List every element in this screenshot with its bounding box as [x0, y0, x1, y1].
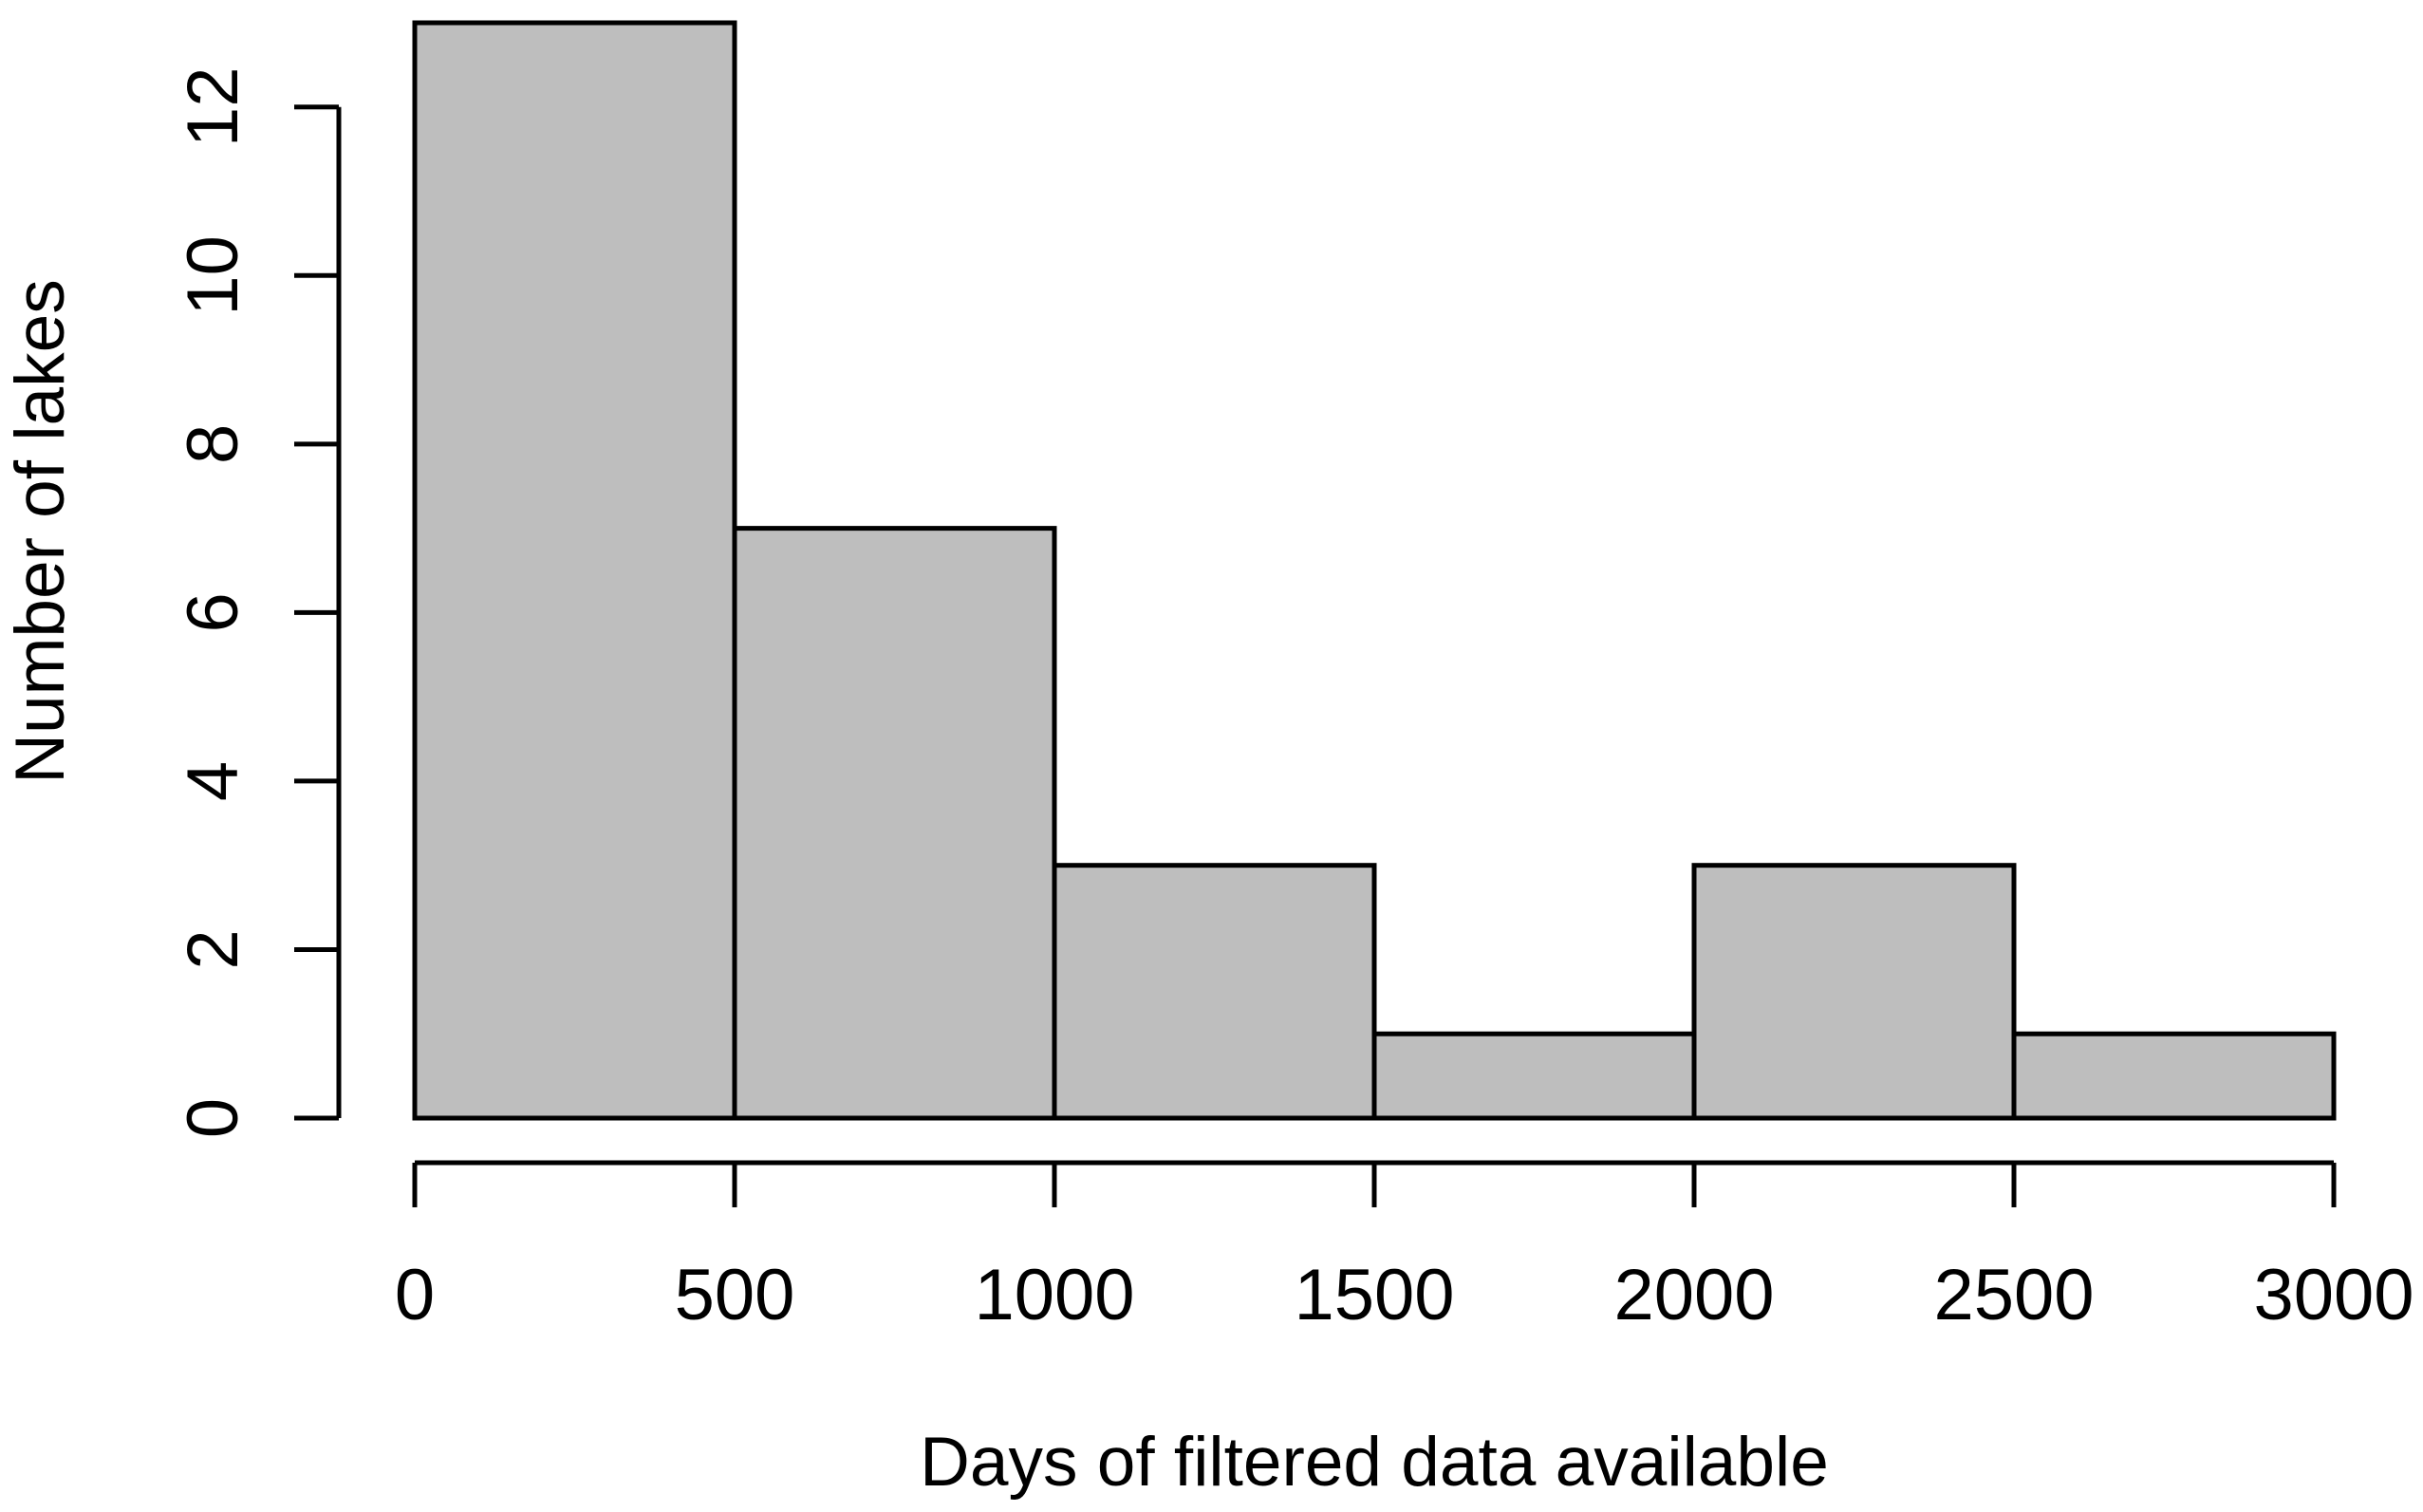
- x-tick-label: 3000: [2253, 1255, 2414, 1335]
- y-tick-label: 4: [173, 761, 253, 801]
- histogram-bar: [2011, 1031, 2337, 1121]
- y-tick-label: 10: [173, 235, 253, 316]
- y-tick-label: 6: [173, 592, 253, 632]
- y-tick-label: 0: [173, 1098, 253, 1138]
- histogram-bar: [412, 20, 737, 1121]
- x-tick-label: 1000: [974, 1255, 1134, 1335]
- y-axis-title: Number of lakes: [2, 279, 79, 784]
- x-tick-label: 0: [395, 1255, 435, 1335]
- histogram-bar: [1691, 863, 2017, 1121]
- bars-group: [412, 20, 2337, 1121]
- x-tick-label: 500: [675, 1255, 795, 1335]
- x-axis-title: Days of filtered data available: [920, 1424, 1829, 1501]
- histogram-bar: [732, 526, 1057, 1121]
- x-tick-label: 2500: [1933, 1255, 2094, 1335]
- histogram-bar: [1052, 863, 1377, 1121]
- y-tick-label: 2: [173, 929, 253, 969]
- x-axis: 0 500 1000 1500 2000 2500 3000: [395, 1160, 2414, 1335]
- histogram-bar: [1371, 1031, 1697, 1121]
- y-tick-label: 8: [173, 424, 253, 464]
- y-tick-label: 12: [173, 66, 253, 147]
- x-tick-label: 1500: [1294, 1255, 1454, 1335]
- x-tick-label: 2000: [1613, 1255, 1774, 1335]
- y-axis: 0 2 4 6 8 10 12: [173, 66, 342, 1138]
